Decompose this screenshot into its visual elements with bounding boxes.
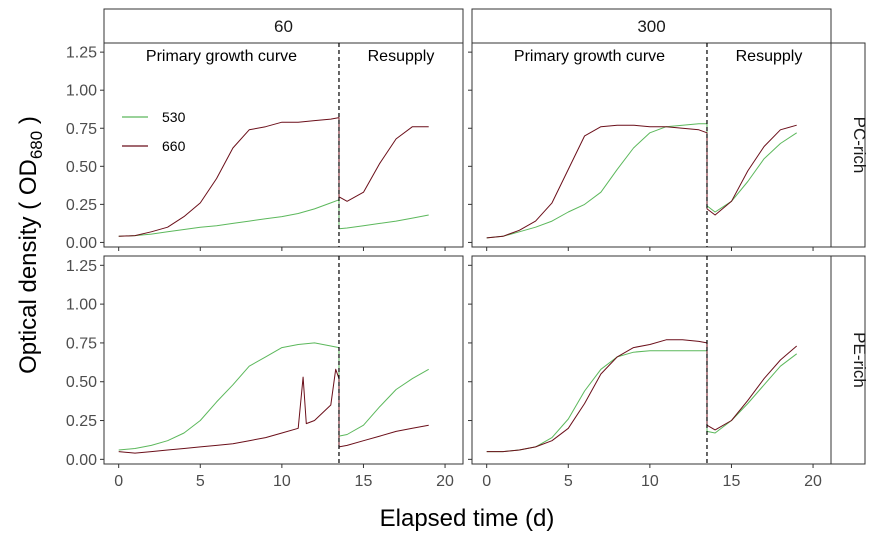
y-tick-label: 0.00 — [66, 235, 97, 252]
panel-background — [103, 255, 464, 465]
panel-background — [471, 255, 832, 465]
facet-strip-pe-rich — [830, 255, 866, 465]
x-tick-label: 0 — [482, 473, 491, 490]
series-line-660-60-pe-rich — [118, 368, 429, 454]
legend: 530 660 — [122, 109, 186, 154]
x-axis-title: Elapsed time (d) — [380, 505, 555, 532]
x-tick-label: 0 — [114, 473, 123, 490]
annotation-resupply: Resupply — [736, 48, 803, 65]
panel-background — [471, 42, 832, 248]
panel-300-pe-rich: 0 5 10 15 20 — [468, 255, 832, 490]
facet-strip-label-pe-rich: PE-rich — [850, 332, 869, 388]
y-tick-label: 0.50 — [66, 159, 97, 176]
x-tick-label: 5 — [196, 473, 205, 490]
legend-label-530: 530 — [162, 109, 186, 125]
x-tick-label: 20 — [804, 473, 822, 490]
panel-background — [103, 42, 464, 248]
x-tick-label: 5 — [564, 473, 573, 490]
series-line-530-300-pc-rich — [486, 123, 797, 239]
series-line-530-300-pe-rich — [486, 350, 798, 453]
y-tick-label: 0.50 — [66, 374, 97, 391]
facet-strip-300 — [471, 8, 832, 44]
y-axis-title-subscript: 680 — [27, 131, 46, 159]
facet-strip-pc-rich — [830, 42, 866, 248]
x-tick-label: 10 — [273, 473, 291, 490]
y-tick-label: 0.75 — [66, 335, 97, 352]
x-tick-label: 10 — [641, 473, 659, 490]
panel-300-pc-rich: Primary growth curve Resupply — [468, 42, 832, 251]
series-line-660-60-pc-rich — [118, 117, 429, 237]
y-tick-label: 0.25 — [66, 197, 97, 214]
panel-60-pe-rich: 0.00 0.25 0.50 0.75 1.00 1.25 0 5 10 15 20 — [66, 255, 464, 490]
y-tick-label: 1.00 — [66, 297, 97, 314]
annotation-primary-growth-curve: Primary growth curve — [146, 48, 297, 65]
facet-strip-label-pc-rich: PC-rich — [850, 117, 869, 174]
y-axis-title-main: Optical density ( OD — [15, 159, 42, 374]
y-tick-label: 1.25 — [66, 258, 97, 275]
series-line-660-300-pe-rich — [486, 339, 798, 453]
y-tick-label: 0.25 — [66, 413, 97, 430]
facet-strip-label-60: 60 — [274, 17, 293, 36]
panel-60-pc-rich: 0.00 0.25 0.50 0.75 1.00 1.25 Primary growth c… — [66, 42, 464, 252]
y-tick-label: 1.00 — [66, 83, 97, 100]
series-line-530-60-pe-rich — [118, 342, 429, 451]
x-tick-label: 15 — [723, 473, 741, 490]
y-tick-label: 1.25 — [66, 45, 97, 62]
facet-strip-label-300: 300 — [637, 17, 665, 36]
series-line-530-60-pc-rich — [118, 199, 429, 237]
y-axis-title: Optical density ( OD680 ) — [15, 116, 46, 374]
x-tick-label: 20 — [436, 473, 454, 490]
annotation-primary-growth-curve: Primary growth curve — [514, 48, 665, 65]
y-tick-label: 0.00 — [66, 452, 97, 469]
annotation-resupply: Resupply — [368, 48, 435, 65]
facet-strip-60 — [103, 8, 464, 44]
y-axis-title-end: ) — [15, 116, 42, 131]
series-line-660-300-pc-rich — [486, 124, 797, 239]
y-tick-label: 0.75 — [66, 121, 97, 138]
x-tick-label: 15 — [355, 473, 373, 490]
legend-label-660: 660 — [162, 138, 186, 154]
